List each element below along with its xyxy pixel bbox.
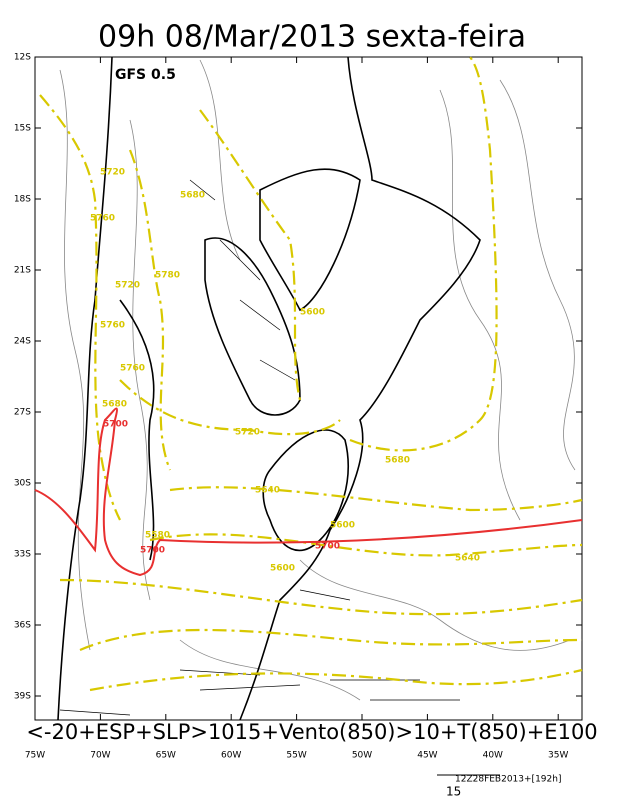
map-frame bbox=[34, 56, 583, 721]
lat-label: 21S bbox=[14, 266, 31, 276]
contour-label: 5760 bbox=[120, 364, 145, 374]
lat-label: 36S bbox=[14, 621, 31, 631]
contour-label: 5640 bbox=[455, 554, 480, 564]
reference-speed: 15 bbox=[446, 785, 461, 799]
contour-label-red: 5700 bbox=[103, 420, 128, 430]
contour-label: 5680 bbox=[385, 456, 410, 466]
lon-label: 45W bbox=[417, 751, 437, 761]
contour-label: 5600 bbox=[330, 521, 355, 531]
contour-label: 5600 bbox=[300, 308, 325, 318]
lon-label: 50W bbox=[352, 751, 372, 761]
height-contours bbox=[39, 56, 583, 692]
lon-label: 60W bbox=[221, 751, 241, 761]
lon-label: 65W bbox=[156, 751, 176, 761]
caption: <-20+ESP+SLP>1015+Vento(850)>10+T(850)+E… bbox=[26, 720, 597, 744]
contour-label: 5600 bbox=[270, 564, 295, 574]
height-5700-contour bbox=[34, 407, 583, 577]
lat-label: 12S bbox=[14, 53, 31, 63]
contour-label: 5680 bbox=[180, 191, 205, 201]
lon-label: 35W bbox=[548, 751, 568, 761]
lon-label: 75W bbox=[25, 751, 45, 761]
contour-label: 5720 bbox=[235, 428, 260, 438]
arrows bbox=[59, 179, 460, 716]
lat-label: 33S bbox=[14, 550, 31, 560]
contour-label: 5720 bbox=[115, 281, 140, 291]
lat-label: 18S bbox=[14, 195, 31, 205]
contour-label: 5720 bbox=[100, 168, 125, 178]
lon-label: 40W bbox=[483, 751, 503, 761]
lat-label: 15S bbox=[14, 124, 31, 134]
pressure-contours bbox=[59, 59, 576, 701]
model-label: GFS 0.5 bbox=[115, 67, 176, 83]
coastlines bbox=[57, 56, 481, 721]
contour-label-red: 5700 bbox=[140, 546, 165, 556]
contour-label: 5580 bbox=[145, 531, 170, 541]
run-label: 12Z28FEB2013+[192h] bbox=[455, 775, 561, 785]
map-title: 09h 08/Mar/2013 sexta-feira bbox=[98, 20, 526, 55]
lat-label: 39S bbox=[14, 692, 31, 702]
contour-label: 5760 bbox=[100, 321, 125, 331]
lon-label: 55W bbox=[286, 751, 306, 761]
contour-label-red: 5700 bbox=[315, 542, 340, 552]
lon-label: 70W bbox=[90, 751, 110, 761]
lat-label: 24S bbox=[14, 337, 31, 347]
contour-label: 5680 bbox=[102, 400, 127, 410]
lat-label: 27S bbox=[14, 408, 31, 418]
contour-label: 5640 bbox=[255, 486, 280, 496]
contour-label: 5760 bbox=[90, 214, 115, 224]
lat-label: 30S bbox=[14, 479, 31, 489]
contour-label: 5780 bbox=[155, 271, 180, 281]
